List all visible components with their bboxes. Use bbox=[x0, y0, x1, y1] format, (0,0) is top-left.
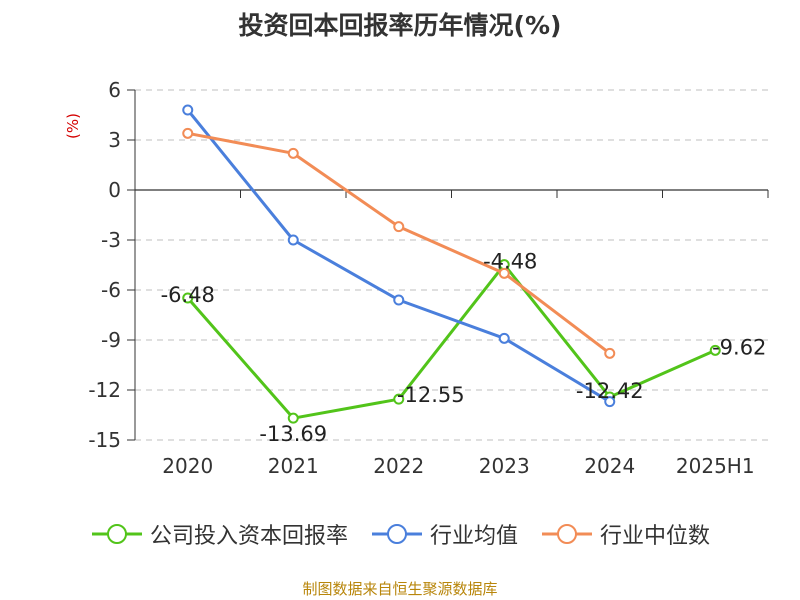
data-label: -9.62 bbox=[712, 335, 766, 359]
y-axis-label: (%) bbox=[64, 113, 82, 139]
legend-swatch-icon bbox=[91, 524, 142, 544]
legend-item[interactable]: 行业均值 bbox=[370, 518, 518, 550]
series-line bbox=[186, 263, 716, 420]
series-line bbox=[186, 109, 611, 403]
y-tick-label: -12 bbox=[88, 378, 121, 402]
legend-marker bbox=[557, 524, 577, 544]
y-tick-label: 6 bbox=[108, 78, 121, 102]
x-tick-label: 2022 bbox=[373, 454, 424, 478]
data-point bbox=[182, 292, 194, 304]
data-labels: -6.48 -13.69 -12.55 -4.48 -12.42 -9.62 bbox=[161, 250, 767, 447]
data-label: -13.69 bbox=[259, 422, 327, 446]
y-tick-label: 0 bbox=[108, 178, 121, 202]
chart-title: 投资回本回报率历年情况(%) bbox=[238, 11, 562, 40]
legend-swatch-icon bbox=[542, 524, 592, 544]
y-tick-label: 3 bbox=[108, 128, 121, 152]
axes: 6 3 0 -3 -6 -9 -12 -15 2020 2021 2022 2023 2024 2025H… bbox=[64, 78, 769, 478]
legend-label: 行业中位数 bbox=[600, 524, 711, 549]
source-note: 制图数据来自恒生聚源数据库 bbox=[302, 580, 498, 598]
data-label: -12.42 bbox=[576, 379, 644, 403]
data-point bbox=[393, 294, 405, 306]
x-tick-label: 2025H1 bbox=[676, 454, 755, 478]
data-point bbox=[287, 412, 299, 424]
data-point bbox=[498, 267, 510, 279]
y-tick-label: -3 bbox=[101, 228, 121, 252]
legend-label: 公司投入资本回报率 bbox=[149, 524, 348, 549]
data-point bbox=[604, 347, 616, 359]
y-tick-label: -6 bbox=[101, 278, 121, 302]
data-label: -4.48 bbox=[483, 250, 537, 274]
x-tick-label: 2024 bbox=[584, 454, 635, 478]
series-lines bbox=[182, 104, 721, 424]
y-tick-label: -15 bbox=[88, 428, 121, 452]
legend: 公司投入资本回报率 行业均值 行业中位数 bbox=[0, 518, 800, 550]
data-point bbox=[287, 147, 299, 159]
data-point bbox=[604, 396, 616, 408]
x-tick-label: 2023 bbox=[479, 454, 530, 478]
data-point bbox=[393, 221, 405, 233]
legend-label: 行业均值 bbox=[429, 524, 518, 549]
legend-item[interactable]: 公司投入资本回报率 bbox=[90, 518, 348, 550]
data-point bbox=[709, 344, 721, 356]
data-point bbox=[498, 332, 510, 344]
legend-swatch-icon bbox=[371, 524, 422, 544]
data-point bbox=[393, 393, 405, 405]
y-tick-label: -9 bbox=[101, 328, 121, 352]
series-line bbox=[187, 131, 611, 355]
data-point bbox=[182, 104, 194, 116]
data-point bbox=[182, 127, 194, 139]
data-point bbox=[287, 234, 299, 246]
x-tick-label: 2021 bbox=[268, 454, 319, 478]
data-label: -12.55 bbox=[397, 383, 465, 407]
legend-marker bbox=[386, 524, 407, 544]
data-label: -6.48 bbox=[161, 283, 215, 307]
legend-item[interactable]: 行业中位数 bbox=[540, 518, 710, 550]
x-tick-label: 2020 bbox=[162, 454, 213, 478]
legend-marker bbox=[106, 524, 127, 544]
